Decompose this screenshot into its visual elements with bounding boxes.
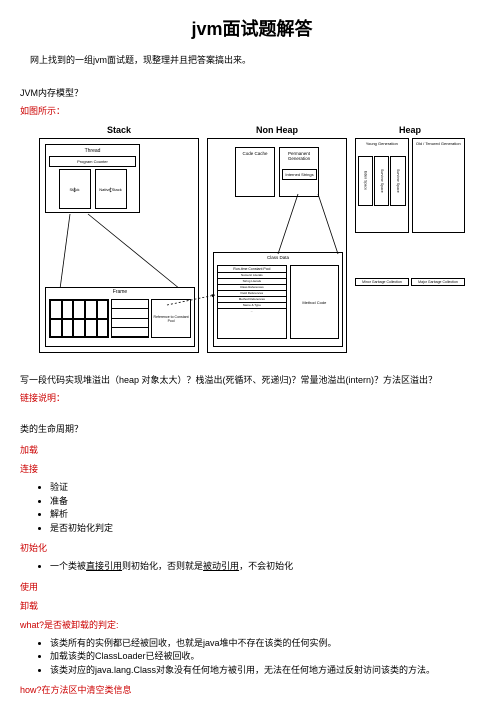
stack-box: Stack↕ <box>59 169 91 209</box>
minor-gc-box: Minor Garbage Collection <box>355 278 409 286</box>
list-item: 验证 <box>50 481 484 495</box>
question-3: 类的生命周期？ <box>20 422 484 435</box>
nonheap-panel: Code Cache Permanent Generation Interned… <box>207 138 347 353</box>
young-gen-box: Young Generation Eden Space Survivor Spa… <box>355 138 409 233</box>
step-load: 加载 <box>20 443 484 456</box>
perm-gen-box: Permanent Generation Interned Strings <box>279 147 319 197</box>
survivor-bar: Survivor Space <box>374 156 389 206</box>
list-item: 是否初始化判定 <box>50 522 484 536</box>
survivor-bar: Survivor Space <box>390 156 405 206</box>
old-gen-box: Old / Tenured Generation <box>412 138 466 233</box>
class-data-box: Class Data Run-time Constant Pool Numeri… <box>213 252 343 347</box>
pc-box: Program Counter <box>49 156 136 167</box>
old-gen-label: Old / Tenured Generation <box>413 139 465 148</box>
thread-label: Thread <box>49 148 136 154</box>
rtcp-box: Run-time Constant Pool Numeric Literals … <box>217 265 287 339</box>
intro-text: 网上找到的一组jvm面试题，现整理并且把答案搞出来。 <box>30 53 484 66</box>
init-list: 一个类被直接引用则初始化，否则就是被动引用，不会初始化 <box>50 560 484 574</box>
operand-stack <box>111 299 149 338</box>
interned-box: Interned Strings <box>282 169 317 180</box>
rtcp-row: ... <box>218 308 286 314</box>
heap-col-title: Heap <box>355 125 465 135</box>
memory-diagram: Stack Thread Program Counter Stack↕ Nati… <box>20 125 484 353</box>
perm-gen-label: Permanent Generation <box>282 151 316 161</box>
t: 一个类被 <box>50 561 86 571</box>
list-item: 解析 <box>50 508 484 522</box>
eden-bar: Eden Space <box>358 156 373 206</box>
answer-1-label: 如图所示： <box>20 104 484 117</box>
step-init: 初始化 <box>20 541 484 554</box>
major-gc-box: Major Garbage Collection <box>411 278 465 286</box>
young-gen-label: Young Generation <box>356 139 408 148</box>
page-title: jvm面试题解答 <box>20 15 484 41</box>
link-list: 验证 准备 解析 是否初始化判定 <box>50 481 484 535</box>
code-cache-box: Code Cache <box>235 147 275 197</box>
answer-2-label: 链接说明： <box>20 391 484 404</box>
class-data-label: Class Data <box>214 253 342 262</box>
method-code-box: Method Code <box>290 265 339 339</box>
nonheap-col-title: Non Heap <box>207 125 347 135</box>
list-item: 该类对应的java.lang.Class对象没有任何地方被引用，无法在任何地方通… <box>50 664 484 678</box>
local-var-array <box>49 299 109 338</box>
native-stack-box: Native Stack↕ <box>95 169 127 209</box>
step-how: how?在方法区中清空类信息 <box>20 683 484 696</box>
t: ，不会初始化 <box>239 561 293 571</box>
step-unload: 卸载 <box>20 599 484 612</box>
heap-panel: Young Generation Eden Space Survivor Spa… <box>355 138 465 268</box>
question-2: 写一段代码实现堆溢出（heap 对象太大）？栈溢出(死循环、死递归)？常量池溢出… <box>20 373 484 386</box>
list-item: 该类所有的实例都已经被回收，也就是java堆中不存在该类的任何实例。 <box>50 637 484 651</box>
stack-col-title: Stack <box>39 125 199 135</box>
t: 被动引用 <box>203 561 239 571</box>
step-link: 连接 <box>20 462 484 475</box>
what-list: 该类所有的实例都已经被回收，也就是java堆中不存在该类的任何实例。 加载该类的… <box>50 637 484 678</box>
list-item: 加载该类的ClassLoader已经被回收。 <box>50 650 484 664</box>
thread-box: Thread Program Counter Stack↕ Native Sta… <box>45 144 140 213</box>
list-item: 一个类被直接引用则初始化，否则就是被动引用，不会初始化 <box>50 560 484 574</box>
stack-panel: Thread Program Counter Stack↕ Native Sta… <box>39 138 199 353</box>
t: 直接引用 <box>86 561 122 571</box>
step-what: what?是否被卸载的判定: <box>20 618 484 631</box>
t: 则初始化，否则就是 <box>122 561 203 571</box>
step-use: 使用 <box>20 580 484 593</box>
list-item: 准备 <box>50 495 484 509</box>
question-1: JVM内存模型？ <box>20 86 484 99</box>
